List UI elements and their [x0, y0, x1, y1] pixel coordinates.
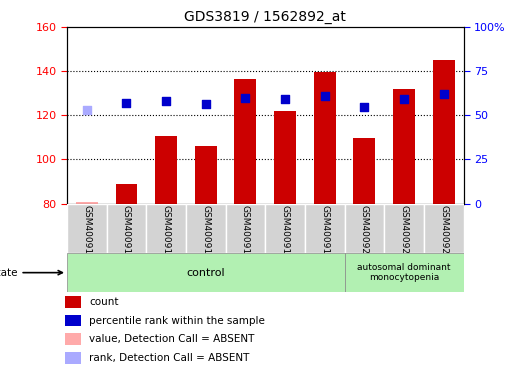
Point: [162, 98, 170, 104]
Bar: [155, 136, 177, 204]
Bar: [65, 352, 81, 364]
Bar: [384, 204, 424, 253]
Bar: [424, 204, 464, 253]
Text: autosomal dominant
monocytopenia: autosomal dominant monocytopenia: [357, 263, 451, 282]
Bar: [345, 253, 464, 292]
Text: control: control: [186, 268, 225, 278]
Text: GSM400919: GSM400919: [320, 205, 329, 260]
Text: GSM400920: GSM400920: [360, 205, 369, 260]
Bar: [345, 204, 384, 253]
Text: percentile rank within the sample: percentile rank within the sample: [89, 316, 265, 326]
Bar: [146, 204, 186, 253]
Text: disease state: disease state: [0, 268, 62, 278]
Text: rank, Detection Call = ABSENT: rank, Detection Call = ABSENT: [89, 353, 250, 363]
Bar: [115, 184, 138, 204]
Bar: [234, 79, 256, 204]
Bar: [265, 204, 305, 253]
Bar: [393, 89, 415, 204]
Bar: [67, 204, 107, 253]
Bar: [226, 204, 265, 253]
Bar: [305, 204, 345, 253]
Point: [241, 94, 249, 101]
Text: value, Detection Call = ABSENT: value, Detection Call = ABSENT: [89, 334, 254, 344]
Point: [281, 96, 289, 102]
Bar: [274, 111, 296, 204]
Bar: [107, 204, 146, 253]
Bar: [65, 296, 81, 308]
Text: count: count: [89, 297, 118, 307]
Bar: [195, 146, 217, 204]
Point: [400, 96, 408, 102]
Text: GSM400913: GSM400913: [82, 205, 91, 260]
Point: [360, 104, 369, 111]
Title: GDS3819 / 1562892_at: GDS3819 / 1562892_at: [184, 10, 346, 25]
Text: GSM400915: GSM400915: [162, 205, 170, 260]
Bar: [186, 204, 226, 253]
Text: GSM400916: GSM400916: [201, 205, 210, 260]
Point: [202, 101, 210, 107]
Text: GSM400922: GSM400922: [439, 205, 448, 260]
Text: GSM400918: GSM400918: [281, 205, 289, 260]
Point: [320, 93, 329, 99]
Bar: [76, 202, 98, 204]
Point: [82, 107, 91, 113]
Bar: [67, 253, 345, 292]
Bar: [65, 314, 81, 326]
Bar: [65, 333, 81, 345]
Bar: [314, 72, 336, 204]
Text: GSM400921: GSM400921: [400, 205, 408, 260]
Bar: [353, 138, 375, 204]
Text: GSM400917: GSM400917: [241, 205, 250, 260]
Point: [440, 91, 448, 97]
Bar: [433, 60, 455, 204]
Text: GSM400914: GSM400914: [122, 205, 131, 260]
Point: [123, 100, 131, 106]
